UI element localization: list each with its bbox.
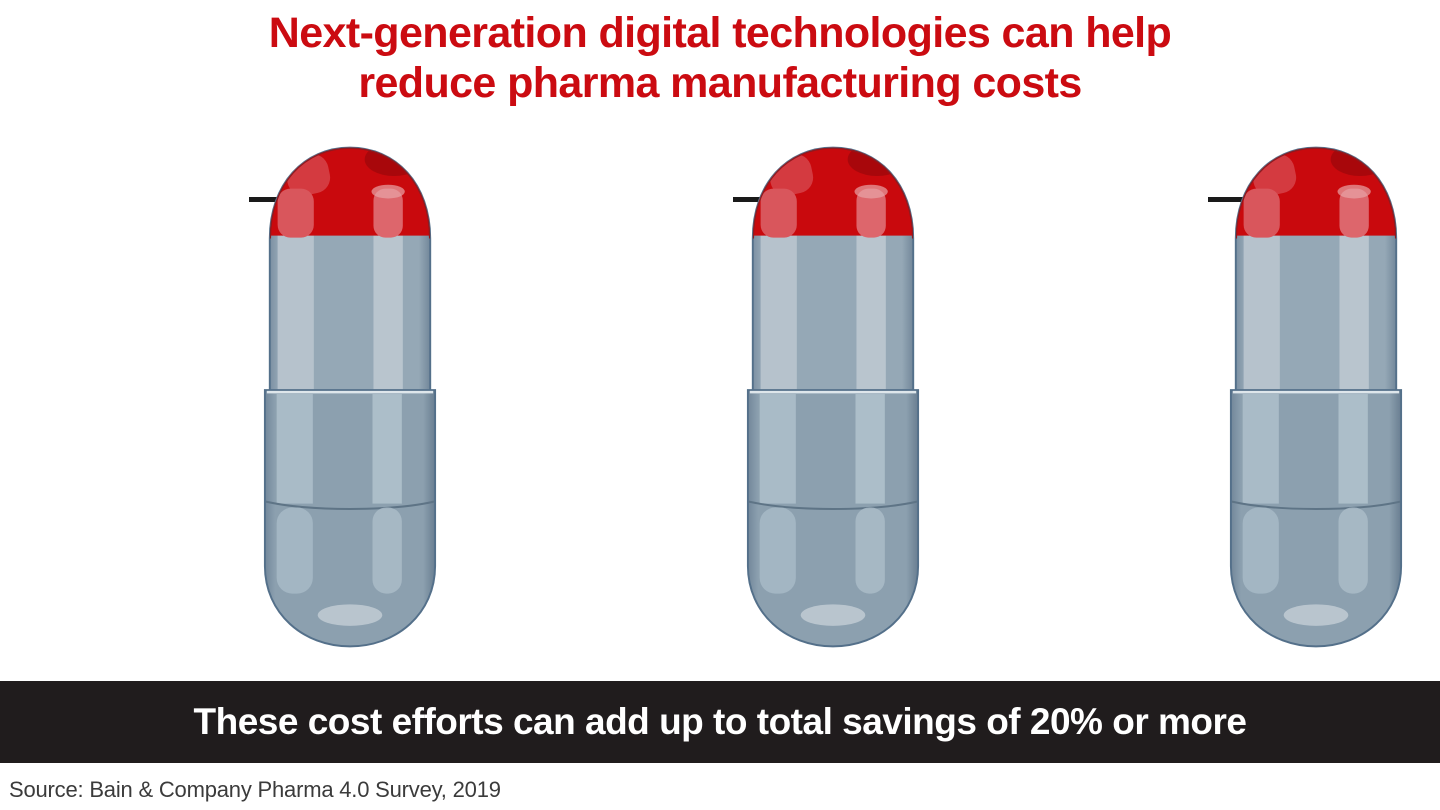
page-title: Next-generation digital technologies can… (0, 8, 1440, 108)
source-note: Source: Bain & Company Pharma 4.0 Survey… (9, 777, 501, 802)
summary-banner-text: These cost efforts can add up to total s… (193, 701, 1248, 742)
capsule-illustration (1227, 140, 1405, 653)
connector-line (249, 197, 295, 202)
page-title-line2: reduce pharma manufacturing costs (358, 59, 1082, 107)
capsule-illustration (261, 140, 439, 653)
capsule-illustration (744, 140, 922, 653)
summary-banner: These cost efforts can add up to total s… (0, 681, 1440, 763)
connector-line (1208, 197, 1253, 202)
page-title-line1: Next-generation digital technologies can… (268, 9, 1172, 57)
connector-line (733, 197, 775, 202)
